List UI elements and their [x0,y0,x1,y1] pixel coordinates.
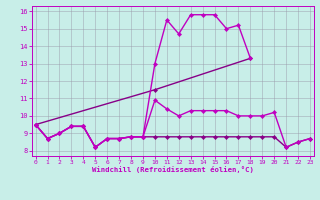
X-axis label: Windchill (Refroidissement éolien,°C): Windchill (Refroidissement éolien,°C) [92,166,254,173]
